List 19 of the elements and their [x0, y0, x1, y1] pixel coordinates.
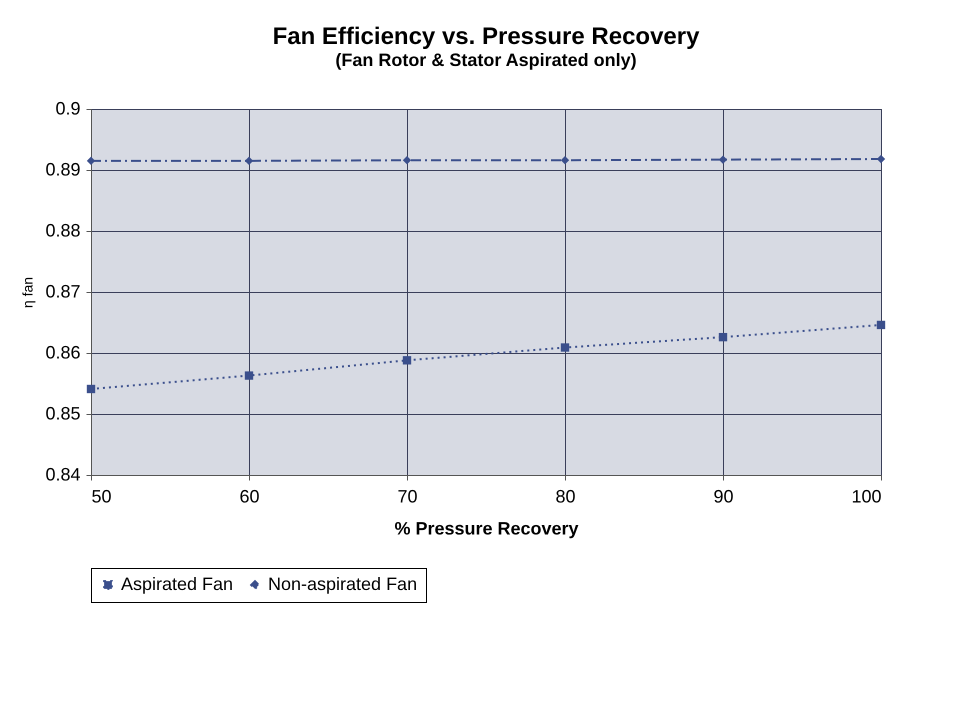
x-tick-label: 100	[851, 486, 882, 506]
x-tick-label: 90	[713, 486, 734, 506]
y-tick-label: 0.88	[45, 220, 80, 240]
y-tick-label: 0.86	[45, 342, 80, 362]
y-tick-label: 0.84	[45, 464, 80, 484]
y-axis-title: η fan	[19, 276, 36, 308]
legend-label: Aspirated Fan	[121, 574, 234, 594]
y-tick-label: 0.9	[55, 98, 80, 118]
y-tick-label: 0.89	[45, 160, 80, 180]
y-tick-label: 0.87	[45, 282, 80, 302]
x-tick-label: 70	[397, 486, 418, 506]
y-tick-label: 0.85	[45, 404, 80, 424]
x-tick-label: 50	[92, 486, 112, 506]
x-tick-label: 60	[239, 486, 260, 506]
chart-subtitle: (Fan Rotor & Stator Aspirated only)	[335, 50, 637, 70]
x-tick-label: 80	[555, 486, 576, 506]
chart-title: Fan Efficiency vs. Pressure Recovery	[272, 23, 700, 50]
x-axis-title: % Pressure Recovery	[394, 518, 579, 538]
legend-label: Non-aspirated Fan	[268, 574, 418, 594]
